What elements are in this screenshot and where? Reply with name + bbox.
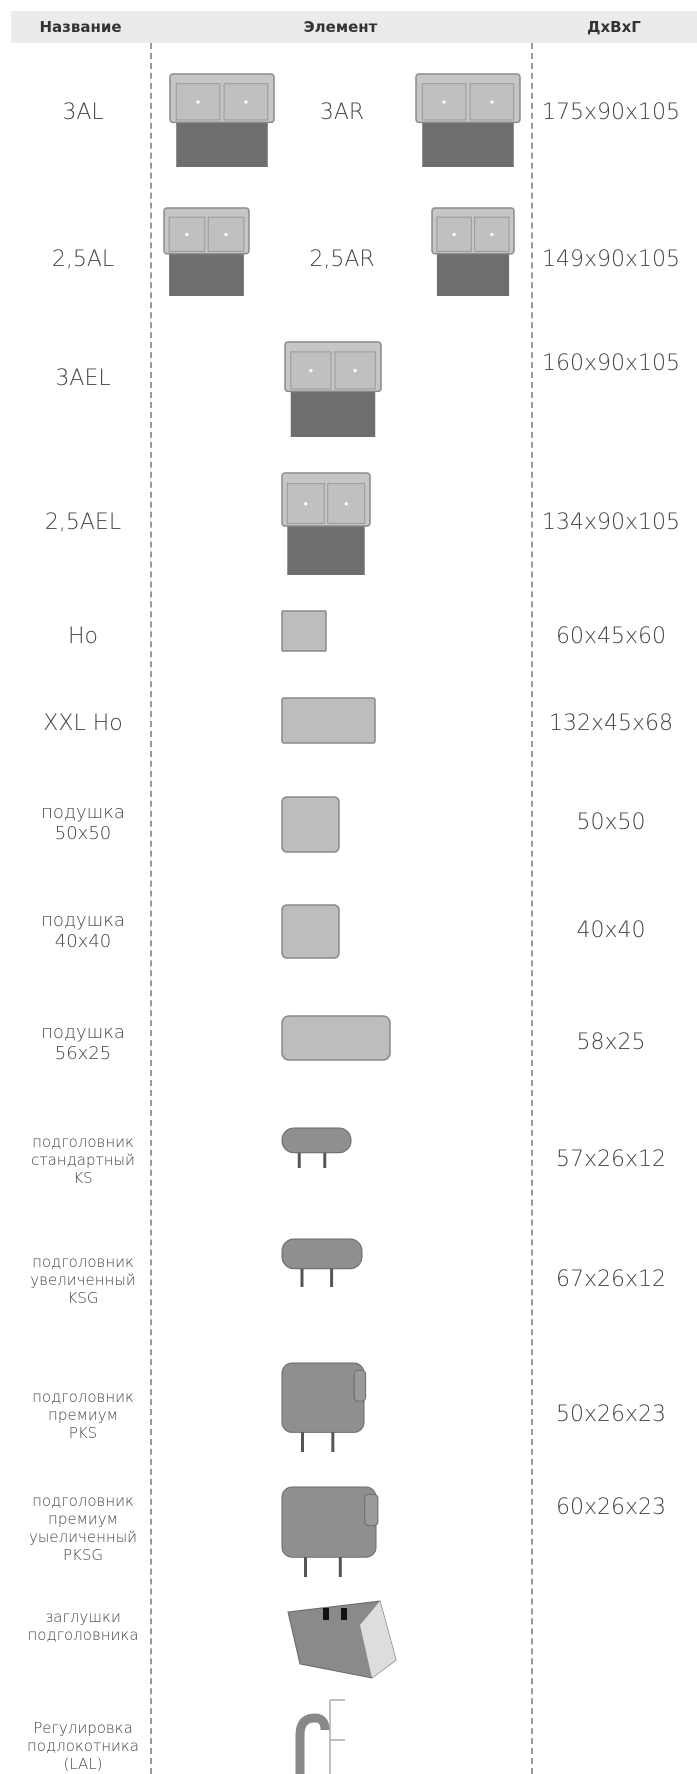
item-name: 3AEL — [55, 366, 111, 391]
sofa-button — [224, 232, 228, 237]
sofa-button — [244, 100, 248, 104]
sofa-button — [490, 100, 494, 104]
dimensions: 134x90x105 — [541, 510, 681, 535]
dimensions: 60x45x60 — [555, 624, 667, 649]
item-name: заглушки подголовника — [27, 1608, 139, 1644]
item-name: 3AL — [62, 100, 104, 125]
sofa-button — [309, 369, 313, 373]
headrest — [281, 1362, 365, 1433]
item-name: подушка 56x25 — [41, 1022, 125, 1064]
item-name: подушка 40x40 — [41, 910, 125, 952]
sofa-button — [442, 100, 446, 104]
column-divider — [150, 43, 152, 1774]
sofa-button — [196, 100, 200, 104]
dimensions: 60x26x23 — [555, 1495, 667, 1520]
headrest — [281, 1486, 377, 1558]
plug-pin — [323, 1608, 329, 1620]
item-name: 2,5AL — [51, 247, 115, 272]
sofa-seat — [169, 253, 244, 296]
item-name: XXL Но — [43, 711, 123, 736]
item-name: 2,5AEL — [44, 510, 122, 535]
dimensions: 57x26x12 — [555, 1147, 667, 1172]
sofa-seat — [436, 253, 510, 296]
dimensions: 175x90x105 — [541, 100, 681, 125]
armrest-lever — [295, 1713, 330, 1774]
header-cell: Название — [39, 18, 122, 36]
dimensions: 160x90x105 — [541, 351, 681, 376]
sofa-button — [353, 369, 357, 373]
sofa-seat — [422, 122, 514, 167]
sofa-cushion — [334, 351, 376, 390]
headrest-tab — [353, 1369, 367, 1402]
item-name: подголовник стандартный KS — [31, 1133, 135, 1187]
sofa-button — [185, 232, 189, 237]
element-label: 3AR — [319, 100, 365, 125]
item-name: подголовник премиум PKS — [32, 1388, 134, 1442]
column-divider — [531, 43, 533, 1774]
item-name: Регулировка подлокотника (LAL) — [26, 1719, 140, 1773]
sofa-cushion — [421, 83, 467, 121]
element-label: 2,5AR — [309, 247, 375, 272]
sofa-button — [304, 502, 308, 506]
sofa-seat — [176, 122, 268, 167]
sofa-button — [344, 502, 348, 506]
dimensions: 50x26x23 — [555, 1402, 667, 1427]
dimensions: 58x25 — [576, 1030, 646, 1055]
armrest-scale — [329, 1699, 345, 1774]
sofa-button — [452, 232, 456, 237]
pillow — [281, 796, 340, 853]
ottoman — [281, 697, 376, 744]
sofa-seat — [287, 526, 365, 575]
headrest — [281, 1127, 352, 1154]
ottoman — [281, 610, 327, 652]
item-name: подголовник увеличенный KSG — [30, 1253, 136, 1307]
plug-pin — [341, 1608, 347, 1620]
headrest — [281, 1238, 363, 1270]
sofa-seat — [290, 391, 376, 437]
header-cell: Элемент — [303, 18, 378, 36]
dimensions: 132x45x68 — [548, 711, 674, 736]
dimensions: 50x50 — [576, 810, 646, 835]
sofa-button — [490, 232, 494, 237]
dimensions: 67x26x12 — [555, 1267, 667, 1292]
pillow — [281, 904, 340, 959]
sofa-cushion — [469, 83, 515, 121]
item-name: подголовник премиум уыеличенный PKSG — [28, 1492, 138, 1564]
item-name: Но — [67, 624, 99, 649]
dimensions: 149x90x105 — [541, 247, 681, 272]
pillow — [281, 1015, 391, 1061]
item-name: подушка 50x50 — [41, 802, 125, 844]
headrest-tab — [364, 1493, 379, 1527]
plug-side — [360, 1601, 396, 1678]
header-cell: ДхВхГ — [587, 18, 641, 36]
dimensions: 40x40 — [576, 918, 646, 943]
header-bar — [11, 11, 697, 43]
